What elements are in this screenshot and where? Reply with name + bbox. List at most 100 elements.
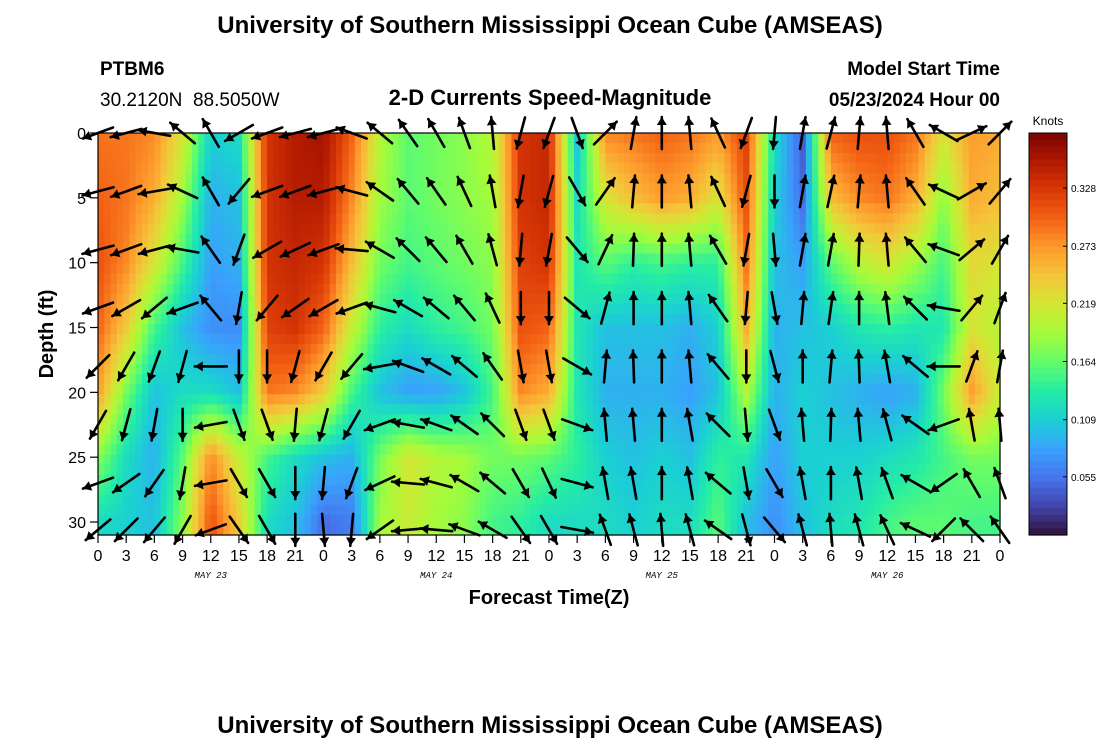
heatmap-cell [154,384,162,395]
heatmap-cell [592,504,600,516]
heatmap-cell [824,273,832,285]
heatmap-cell [492,334,500,345]
heatmap-cell [455,133,462,144]
heatmap-cell [736,323,744,335]
heatmap-cell [386,223,393,235]
heatmap-cell [279,143,287,154]
heatmap-cell [160,253,168,265]
heatmap-cell [617,143,625,154]
heatmap-cell [705,273,713,285]
heatmap-cell [436,313,444,325]
heatmap-cell [185,454,193,466]
heatmap-cell [793,263,801,275]
heatmap-cell [824,153,832,164]
heatmap-cell [542,464,550,476]
heatmap-cell [736,173,744,184]
heatmap-cell [824,213,832,225]
heatmap-cell [135,434,143,446]
heatmap-cell [116,354,124,365]
heatmap-cell [242,133,249,144]
heatmap-cell [480,243,487,255]
heatmap-cell [586,494,594,506]
heatmap-cell [442,504,450,516]
heatmap-cell [386,203,393,214]
heatmap-cell [204,133,212,144]
heatmap-cell [511,354,519,365]
heatmap-cell [173,404,181,415]
heatmap-cell [630,334,638,345]
heatmap-cell [787,163,794,174]
heatmap-cell [586,223,594,235]
heatmap-cell [154,414,162,426]
heatmap-cell [141,323,149,335]
heatmap-cell [542,183,550,194]
heatmap-cell [761,374,769,385]
heatmap-cell [173,193,181,204]
heatmap-cell [730,414,738,426]
heatmap-cell [467,464,475,476]
heatmap-cell [185,354,193,365]
heatmap-cell [718,223,725,235]
heatmap-cell [774,273,782,285]
heatmap-cell [624,293,632,305]
heatmap-cell [248,223,256,235]
heatmap-cell [736,163,744,174]
heatmap-cell [530,414,538,426]
heatmap-cell [862,334,870,345]
heatmap-cell [693,354,700,365]
heatmap-cell [761,133,769,144]
heatmap-cell [417,464,425,476]
heatmap-cell [436,243,444,255]
heatmap-cell [104,384,112,395]
heatmap-cell [467,404,475,415]
heatmap-cell [874,414,882,426]
heatmap-cell [705,193,713,204]
heatmap-cell [480,323,487,335]
heatmap-cell [824,434,832,446]
heatmap-cell [830,424,838,436]
heatmap-cell [198,334,206,345]
heatmap-cell [787,233,794,245]
heatmap-cell [705,303,713,315]
heatmap-cell [561,223,569,235]
heatmap-cell [467,394,475,405]
heatmap-cell [705,243,713,255]
heatmap-cell [242,374,249,385]
heatmap-cell [812,424,819,436]
heatmap-cell [849,344,857,355]
heatmap-cell [480,344,487,355]
heatmap-cell [843,514,851,526]
heatmap-cell [555,354,563,365]
heatmap-cell [342,203,350,214]
heatmap-cell [191,263,199,275]
heatmap-cell [135,223,143,235]
heatmap-cell [812,153,819,164]
heatmap-cell [154,203,162,214]
heatmap-cell [492,193,500,204]
heatmap-cell [166,253,174,265]
heatmap-cell [317,384,325,395]
heatmap-cell [780,163,788,174]
heatmap-cell [517,213,525,225]
heatmap-cell [599,223,606,235]
heatmap-cell [110,223,118,235]
heatmap-cell [298,143,306,154]
heatmap-cell [273,354,281,365]
heatmap-cell [448,253,456,265]
heatmap-cell [812,514,819,526]
heatmap-cell [868,354,876,365]
heatmap-cell [768,374,776,385]
heatmap-cell [242,173,249,184]
heatmap-cell [455,404,462,415]
heatmap-cell [154,263,162,275]
heatmap-cell [624,494,632,506]
heatmap-cell [154,223,162,235]
heatmap-cell [799,323,807,335]
heatmap-cell [373,504,381,516]
heatmap-cell [310,484,318,496]
heatmap-cell [173,374,181,385]
heatmap-cell [217,163,224,174]
heatmap-cell [473,444,481,456]
heatmap-cell [417,424,425,436]
heatmap-cell [179,233,187,245]
